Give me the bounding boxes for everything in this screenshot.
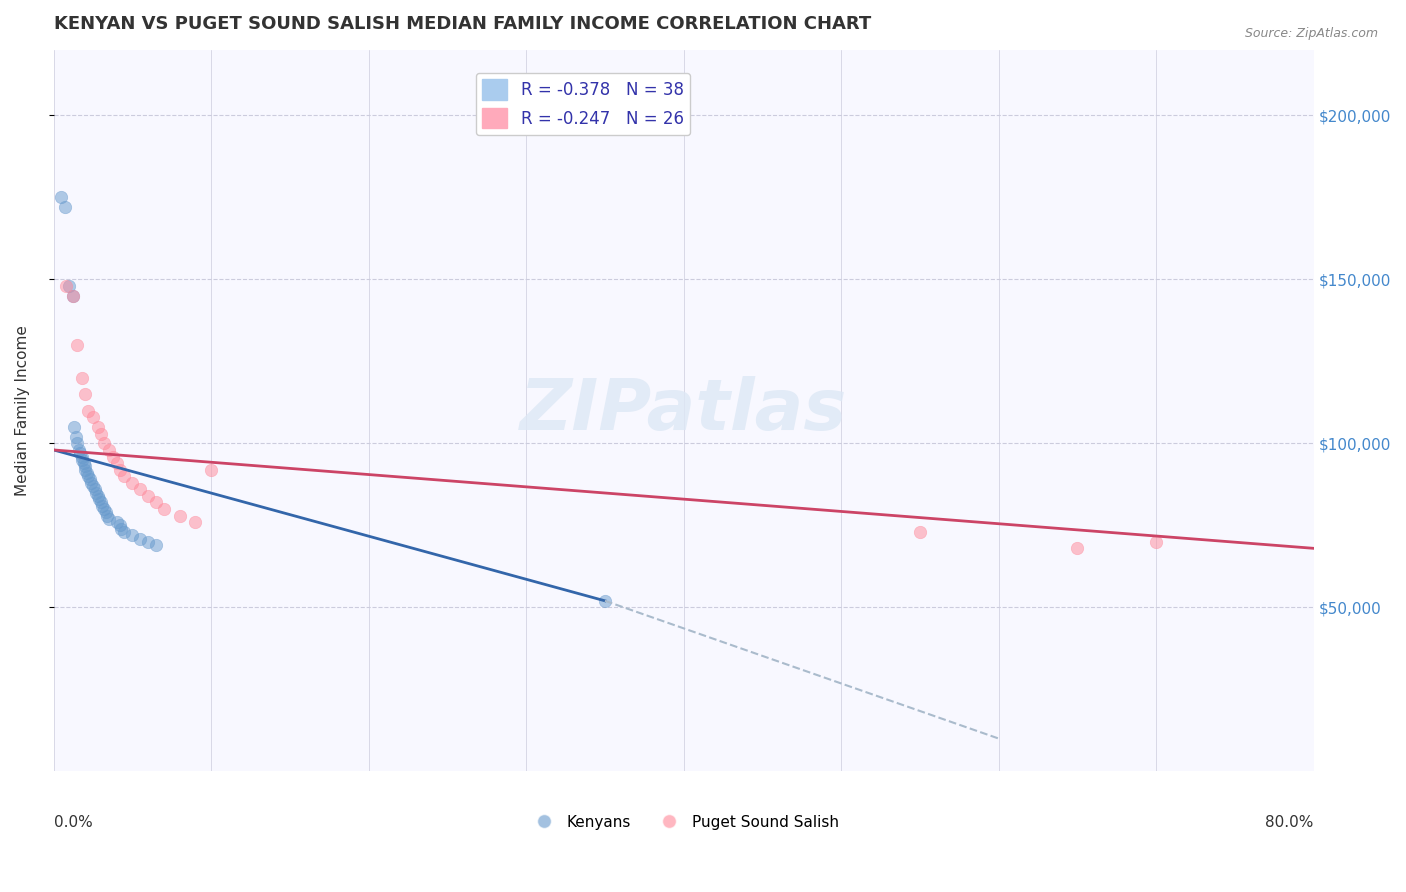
Point <box>93 436 115 450</box>
Point <box>121 475 143 490</box>
Point <box>93 502 115 516</box>
Point <box>593 594 616 608</box>
Point <box>79 473 101 487</box>
Point <box>110 522 132 536</box>
Point <box>91 499 114 513</box>
Point <box>69 446 91 460</box>
Point <box>77 403 100 417</box>
Point <box>114 469 136 483</box>
Point <box>145 538 167 552</box>
Point <box>84 485 107 500</box>
Point <box>66 338 89 352</box>
Point <box>75 387 97 401</box>
Point <box>169 508 191 523</box>
Point <box>90 495 112 509</box>
Point <box>121 528 143 542</box>
Text: ZIPatlas: ZIPatlas <box>520 376 848 445</box>
Point <box>129 483 152 497</box>
Point <box>80 475 103 490</box>
Point <box>63 420 86 434</box>
Point <box>82 410 104 425</box>
Point <box>184 515 207 529</box>
Point <box>103 450 125 464</box>
Point <box>94 505 117 519</box>
Point <box>62 289 84 303</box>
Point <box>75 459 97 474</box>
Point <box>908 524 931 539</box>
Point <box>108 462 131 476</box>
Point <box>53 200 76 214</box>
Point <box>90 426 112 441</box>
Point <box>70 371 93 385</box>
Point <box>86 489 108 503</box>
Point <box>200 462 222 476</box>
Point <box>65 430 87 444</box>
Point <box>1144 534 1167 549</box>
Point <box>96 508 118 523</box>
Point <box>105 456 128 470</box>
Point <box>77 469 100 483</box>
Point <box>83 483 105 497</box>
Point <box>108 518 131 533</box>
Point <box>67 442 90 457</box>
Point <box>72 456 94 470</box>
Point <box>58 279 80 293</box>
Point <box>1066 541 1088 556</box>
Point <box>82 479 104 493</box>
Point <box>70 450 93 464</box>
Point <box>145 495 167 509</box>
Text: 0.0%: 0.0% <box>53 814 93 830</box>
Point <box>105 515 128 529</box>
Text: KENYAN VS PUGET SOUND SALISH MEDIAN FAMILY INCOME CORRELATION CHART: KENYAN VS PUGET SOUND SALISH MEDIAN FAMI… <box>53 15 870 33</box>
Point <box>89 492 111 507</box>
Text: 80.0%: 80.0% <box>1265 814 1313 830</box>
Legend: Kenyans, Puget Sound Salish: Kenyans, Puget Sound Salish <box>522 809 845 836</box>
Point <box>153 502 176 516</box>
Point <box>76 466 98 480</box>
Point <box>55 279 77 293</box>
Point <box>136 489 159 503</box>
Point <box>66 436 89 450</box>
Point <box>70 452 93 467</box>
Point <box>97 442 120 457</box>
Y-axis label: Median Family Income: Median Family Income <box>15 326 30 496</box>
Point <box>97 512 120 526</box>
Point <box>129 532 152 546</box>
Point <box>62 289 84 303</box>
Point <box>86 420 108 434</box>
Text: Source: ZipAtlas.com: Source: ZipAtlas.com <box>1244 27 1378 40</box>
Point <box>114 524 136 539</box>
Point <box>136 534 159 549</box>
Point <box>75 462 97 476</box>
Point <box>51 190 73 204</box>
